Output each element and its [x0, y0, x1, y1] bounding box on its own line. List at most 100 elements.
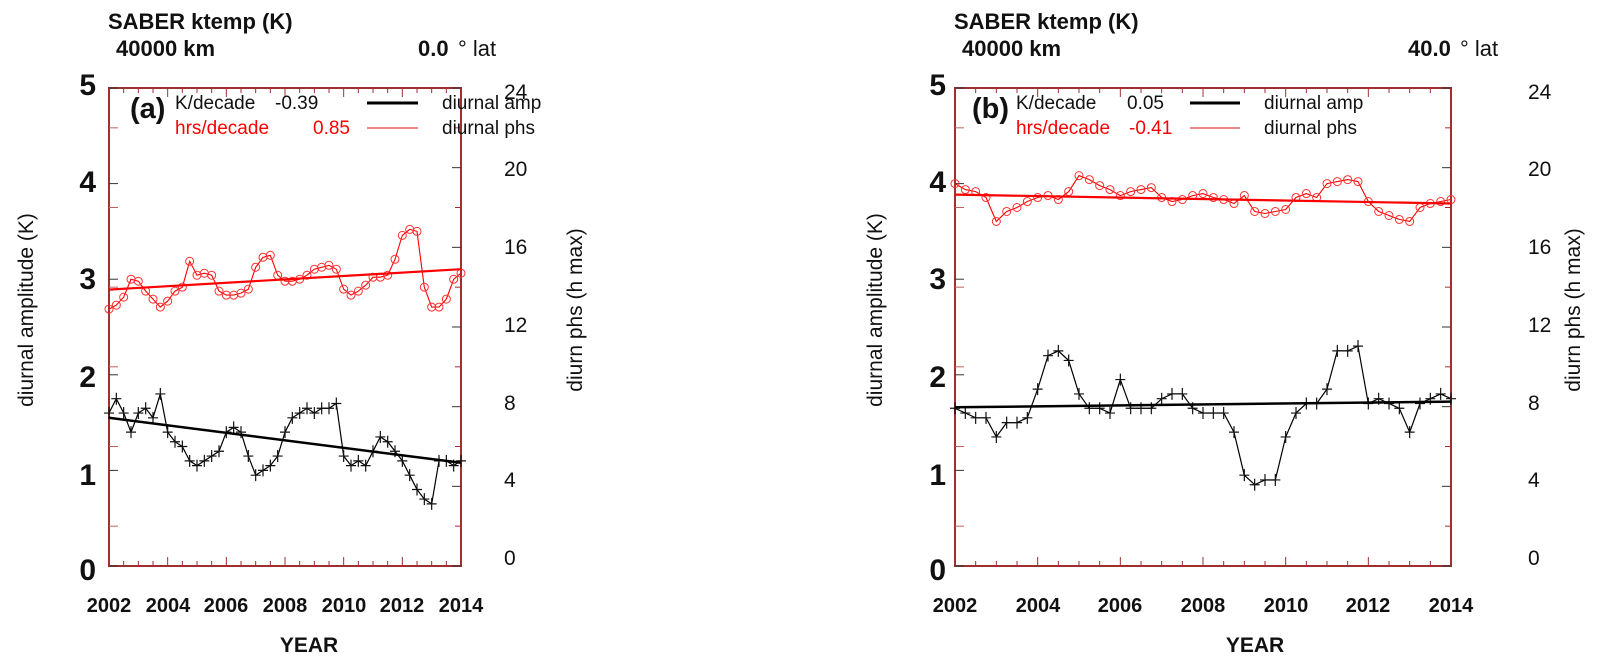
diurnal-phs-line [108, 228, 462, 310]
diurnal-phs-point [361, 280, 371, 290]
diurnal-amp-point [375, 430, 386, 443]
diurnal-phs-point [207, 270, 217, 280]
diurnal-amp-point [1435, 387, 1446, 400]
diurnal-amp-point [272, 450, 283, 463]
legend-amp-trend-value: -0.39 [275, 93, 318, 114]
diurnal-phs-point [390, 254, 400, 264]
diurnal-amp-point [206, 450, 217, 463]
x-tick-label: 2002 [87, 595, 132, 617]
diurnal-phs-point [434, 302, 444, 312]
diurnal-amp-point [265, 459, 276, 472]
diurnal-amp-point [338, 450, 349, 463]
diurnal-phs-point [449, 274, 459, 284]
diurnal-amp-point [118, 407, 129, 420]
diurnal-phs-point [1394, 214, 1404, 224]
diurnal-amp-point [148, 411, 158, 424]
diurnal-phs-point [1405, 216, 1415, 226]
diurnal-phs-point [1208, 193, 1218, 203]
x-axis-label: YEAR [1226, 634, 1284, 657]
diurnal-amp-point [1404, 426, 1415, 439]
diurnal-phs-point [236, 288, 246, 298]
legend-phs-trend-value: 0.85 [313, 118, 350, 139]
diurnal-phs-point [1126, 187, 1136, 197]
diurnal-amp-point [991, 430, 1002, 443]
diurnal-amp-point [177, 440, 188, 453]
diurnal-phs-point [1322, 179, 1332, 189]
diurnal-amp-point [1280, 430, 1291, 443]
diurnal-amp-point [1394, 402, 1405, 415]
diurnal-phs-point [1002, 206, 1012, 216]
diurnal-amp-point [309, 407, 320, 420]
diurnal-phs-point [1332, 177, 1342, 187]
diurnal-amp-point [1332, 344, 1343, 357]
diurnal-phs-point [950, 179, 960, 189]
diurnal-phs-trend-line [108, 268, 462, 291]
legend-phs-name: diurnal phs [442, 118, 535, 139]
x-ticks: 2002 2004 2006 2008 2010 2012 2014 [933, 595, 1474, 617]
diurnal-phs-point [133, 276, 143, 286]
diurnal-amp-point [1177, 387, 1188, 400]
diurnal-amp-point [155, 387, 166, 400]
chart-title: SABER ktemp (K) [954, 9, 1139, 34]
diurnal-phs-point [441, 294, 451, 304]
diurnal-amp-trend-line [954, 400, 1452, 409]
diurnal-amp-point [1167, 387, 1177, 400]
diurnal-amp-point [353, 454, 364, 467]
diurnal-amp-point [346, 459, 356, 472]
diurnal-phs-point [1270, 206, 1280, 216]
diurnal-phs-point [1384, 210, 1394, 220]
diurnal-phs-point [111, 300, 121, 310]
diurnal-amp-point [302, 402, 312, 415]
diurnal-phs-point [163, 296, 173, 306]
diurnal-phs-point [1260, 208, 1270, 218]
diurnal-phs-point [280, 276, 290, 286]
diurnal-phs-point [339, 284, 349, 294]
diurnal-phs-point [1105, 185, 1115, 195]
y-tick-label: 1 [79, 459, 96, 492]
y2-tick-label: 0 [1528, 547, 1540, 570]
legend-amp-label: K/decade [1016, 93, 1096, 114]
diurnal-phs-point [104, 304, 114, 314]
diurnal-phs-point [1281, 204, 1291, 214]
diurnal-amp-point [1043, 349, 1053, 362]
diurnal-phs-point [1095, 181, 1105, 191]
diurnal-amp-point [1208, 407, 1219, 420]
diurnal-amp-point [412, 483, 422, 496]
legend-phs-trend-value: -0.41 [1129, 118, 1172, 139]
x-axis-label: YEAR [280, 634, 338, 657]
legend: (a) K/decade -0.39 diurnal amp hrs/decad… [130, 93, 541, 139]
y-tick-label: 2 [929, 361, 946, 394]
y-tick-label: 4 [929, 166, 946, 199]
diurnal-amp-point [133, 407, 144, 420]
diurnal-amp-point [1239, 469, 1250, 482]
diurnal-amp-point [456, 454, 466, 467]
diurnal-amp-point [1446, 392, 1456, 405]
diurnal-amp-point [162, 426, 173, 439]
y2-tick-label: 12 [1528, 314, 1551, 337]
y2-axis-label: diurn phs (h max) [1562, 228, 1585, 391]
diurnal-amp-point [1105, 407, 1115, 420]
panel-a: SABER ktemp (K) 40000 km 0.0 ° lat diurn… [15, 9, 587, 657]
diurnal-amp-point [1249, 478, 1260, 491]
diurnal-phs-point [1146, 183, 1156, 193]
y-tick-label: 5 [79, 69, 96, 102]
y-ticks: 0 1 2 3 4 5 [79, 69, 96, 587]
diurnal-phs-point [1022, 197, 1032, 207]
diurnal-phs-point [119, 292, 129, 302]
diurnal-phs-point [331, 264, 341, 274]
y2-tick-label: 8 [1528, 392, 1540, 415]
x-tick-label: 2008 [1181, 595, 1226, 617]
diurnal-phs-point [960, 185, 970, 195]
y-tick-label: 5 [929, 69, 946, 102]
diurnal-amp-point [1084, 402, 1095, 415]
latitude-unit: ° lat [1460, 36, 1498, 61]
diurnal-amp-point [199, 454, 210, 467]
panel-b: SABER ktemp (K) 40000 km 40.0 ° lat diur… [864, 9, 1585, 657]
plot-area [950, 87, 1456, 567]
diurnal-amp-point [170, 435, 180, 448]
diurnal-phs-point [1374, 206, 1384, 216]
diurnal-phs-point [177, 282, 187, 292]
y-tick-label: 2 [79, 361, 96, 394]
diurnal-amp-point [287, 411, 298, 424]
y2-tick-label: 4 [1528, 469, 1540, 492]
